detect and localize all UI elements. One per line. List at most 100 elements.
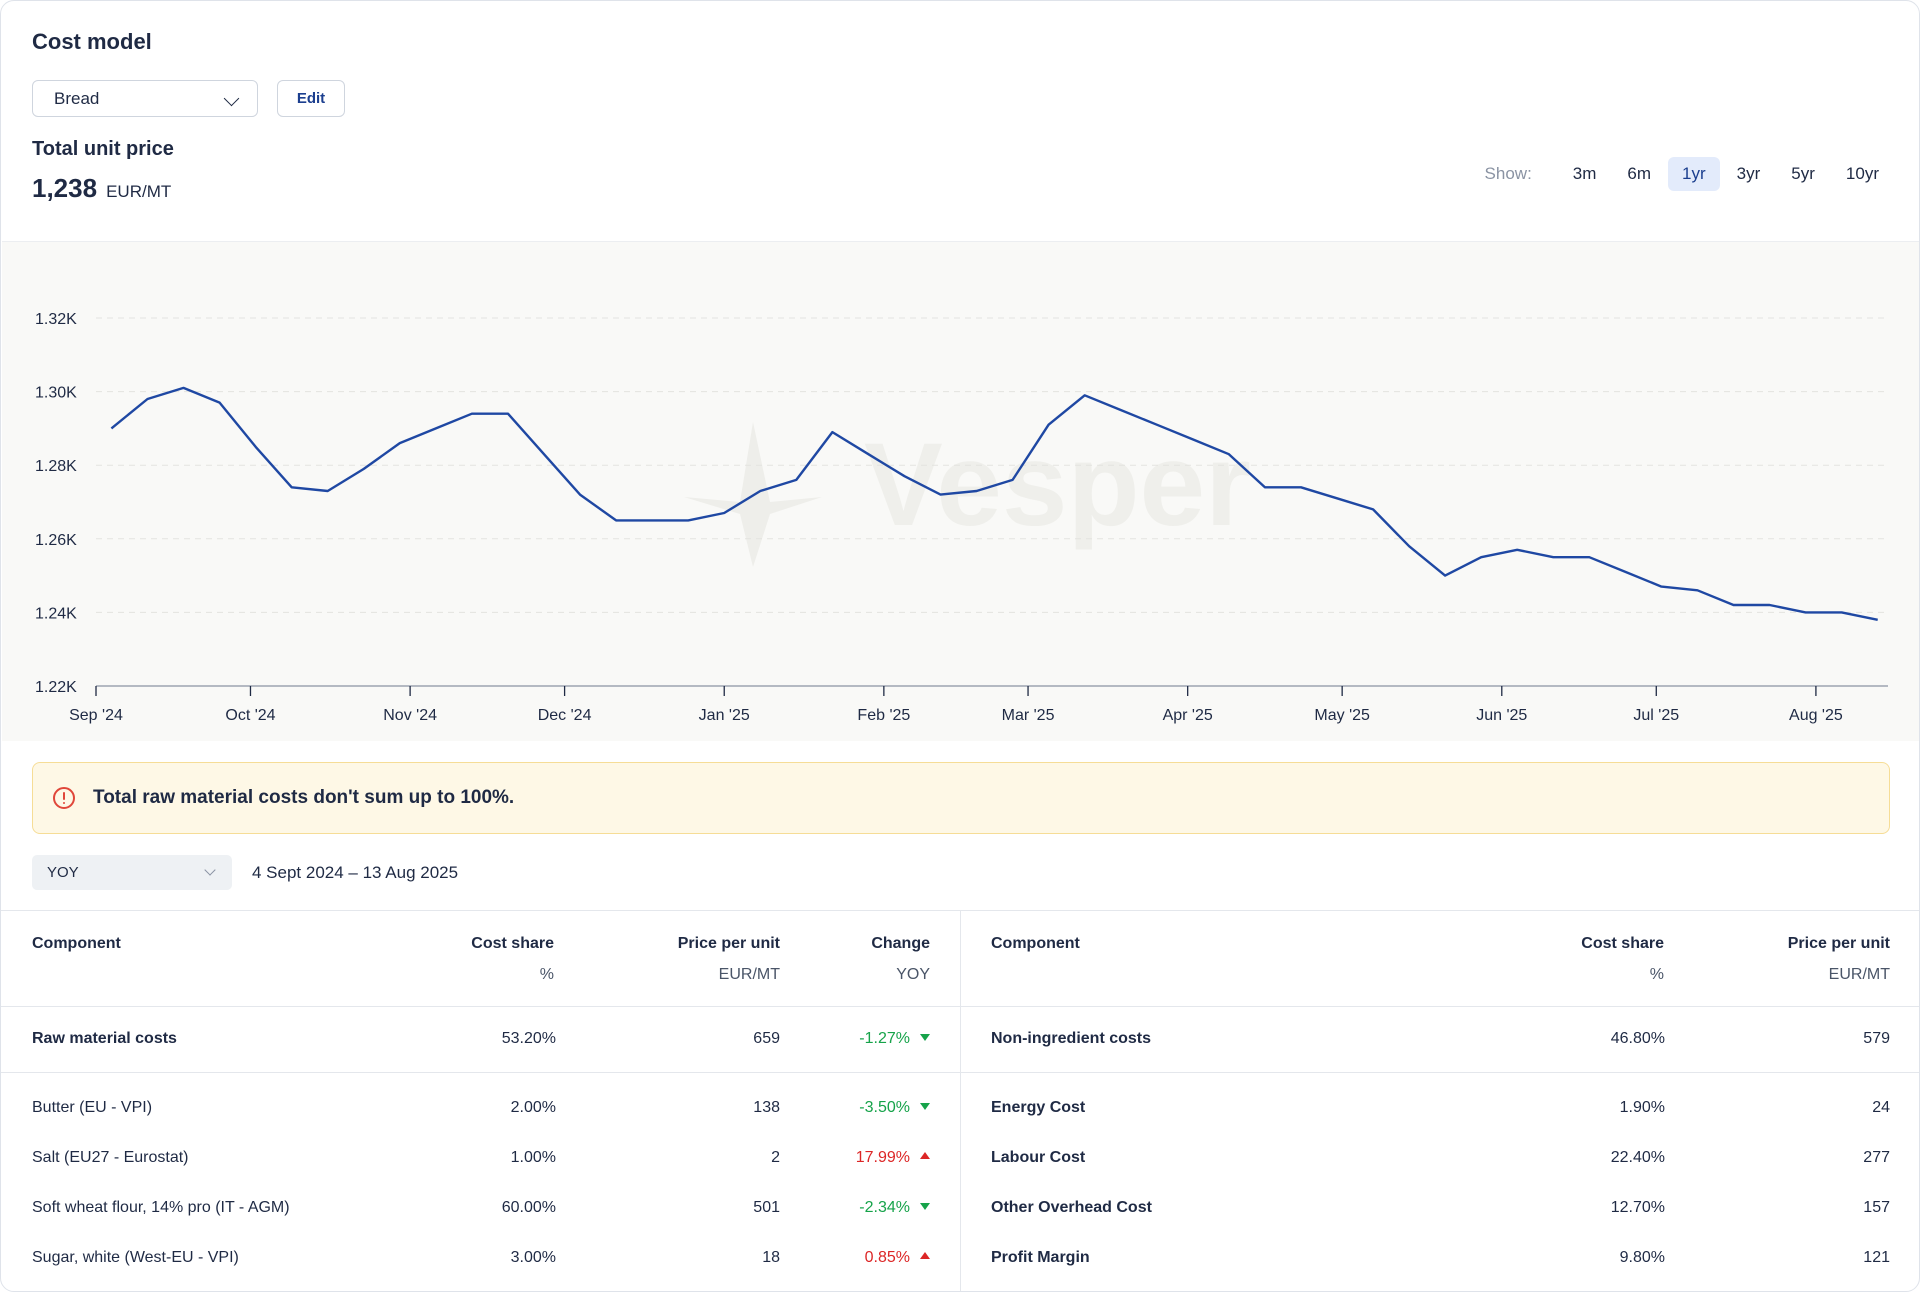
right-row-3-name: Other Overhead Cost <box>991 1199 1152 1216</box>
comparison-period-value: YOY <box>47 864 79 881</box>
y-tick-label: 1.24K <box>35 605 77 622</box>
left-row-1-change: -3.50% <box>859 1099 930 1117</box>
x-tick-label: Dec '24 <box>538 707 592 724</box>
range-option-1yr[interactable]: 1yr <box>1668 157 1720 191</box>
right-row-3-price: 157 <box>1863 1199 1890 1216</box>
left-row-1-share: 2.00% <box>510 1099 556 1116</box>
trend-down-icon <box>920 1034 930 1041</box>
x-tick-label: Aug '25 <box>1789 707 1843 724</box>
left-row-4-share: 3.00% <box>510 1249 556 1266</box>
right-header-cost-share-unit: % <box>1649 966 1664 983</box>
time-range-selector: Show: 3m 6m 1yr 3yr 5yr 10yr <box>1485 157 1893 191</box>
left-row-3-change: -2.34% <box>859 1199 930 1217</box>
right-total-name: Non-ingredient costs <box>991 1030 1152 1047</box>
x-tick-label: Jul '25 <box>1633 707 1679 724</box>
y-tick-label: 1.26K <box>35 532 77 549</box>
x-tick-label: Apr '25 <box>1163 707 1213 724</box>
right-total-price: 579 <box>1863 1030 1890 1047</box>
left-header-component: Component <box>32 935 121 952</box>
left-header-cost-share: Cost share <box>471 935 554 952</box>
total-unit-price-value: 1,238 <box>32 173 98 203</box>
x-tick-label: Oct '24 <box>225 707 275 724</box>
chevron-down-icon <box>223 90 240 107</box>
date-range-text: 4 Sept 2024 – 13 Aug 2025 <box>252 863 459 882</box>
y-tick-label: 1.22K <box>35 679 77 696</box>
left-row-2-name: Salt (EU27 - Eurostat) <box>32 1149 189 1166</box>
left-row-2-share: 1.00% <box>510 1149 556 1166</box>
range-option-3m[interactable]: 3m <box>1572 164 1597 183</box>
x-tick-label: Feb '25 <box>857 707 910 724</box>
total-unit-price: 1,238 EUR/MT <box>32 173 171 204</box>
right-header-cost-share: Cost share <box>1581 935 1664 952</box>
trend-up-icon <box>920 1252 930 1259</box>
product-select[interactable]: Bread <box>32 80 258 117</box>
left-total-share: 53.20% <box>501 1030 556 1047</box>
right-row-1-share: 1.90% <box>1619 1099 1665 1116</box>
trend-up-icon <box>920 1152 930 1159</box>
left-row-3-name: Soft wheat flour, 14% pro (IT - AGM) <box>32 1199 290 1216</box>
price-series-line <box>110 386 1878 621</box>
left-row-1-price: 138 <box>753 1099 780 1116</box>
price-chart[interactable]: Vesper 1.22K 1.24K 1.26K 1.28K 1.30K 1.32K Se… <box>2 241 1919 741</box>
left-header-price: Price per unit <box>677 935 780 952</box>
left-row-2-price: 2 <box>771 1149 780 1166</box>
range-option-3yr[interactable]: 3yr <box>1736 164 1761 183</box>
left-row-3-price: 501 <box>753 1199 780 1216</box>
comparison-period-select[interactable]: YOY <box>32 855 232 890</box>
total-row-divider <box>1 1072 1919 1073</box>
right-row-4-price: 121 <box>1863 1249 1890 1266</box>
page-title: Cost model <box>32 29 152 54</box>
change-value: -2.34% <box>859 1199 910 1216</box>
alert-circle-icon <box>53 787 75 809</box>
show-label: Show: <box>1484 164 1532 183</box>
left-header-cost-share-unit: % <box>539 966 554 983</box>
right-row-1-price: 24 <box>1872 1099 1890 1116</box>
x-tick-label: Mar '25 <box>1002 707 1055 724</box>
x-tick-label: Sep '24 <box>69 707 123 724</box>
left-row-4-name: Sugar, white (West-EU - VPI) <box>32 1249 239 1266</box>
edit-button[interactable]: Edit <box>277 80 345 117</box>
trend-down-icon <box>920 1103 930 1110</box>
price-chart-svg: Vesper 1.22K 1.24K 1.26K 1.28K 1.30K 1.32K Se… <box>35 311 1888 724</box>
x-tick-label: Jun '25 <box>1476 707 1527 724</box>
left-total-name: Raw material costs <box>32 1030 177 1047</box>
right-row-3-share: 12.70% <box>1610 1199 1665 1216</box>
watermark-text: Vesper <box>864 419 1251 551</box>
left-total-price: 659 <box>753 1030 780 1047</box>
range-option-5yr[interactable]: 5yr <box>1791 164 1815 183</box>
right-row-2-name: Labour Cost <box>991 1149 1086 1166</box>
left-header-change: Change <box>871 935 930 952</box>
y-tick-label: 1.28K <box>35 458 77 475</box>
product-select-value: Bread <box>54 88 100 108</box>
change-value: -1.27% <box>859 1030 910 1047</box>
right-row-4-share: 9.80% <box>1619 1249 1665 1266</box>
cost-breakdown-tables: Component Cost share % Price per unit EU… <box>1 910 1919 1291</box>
total-unit-price-label: Total unit price <box>32 138 174 160</box>
left-total-change: -1.27% <box>859 1030 930 1048</box>
alert-text: Total raw material costs don't sum up to… <box>93 787 515 808</box>
right-total-share: 46.80% <box>1610 1030 1665 1047</box>
right-header-component: Component <box>991 935 1080 952</box>
change-value: 17.99% <box>855 1149 910 1166</box>
left-row-4-change: 0.85% <box>865 1249 930 1267</box>
range-option-10yr[interactable]: 10yr <box>1845 164 1879 183</box>
left-row-1-name: Butter (EU - VPI) <box>32 1099 153 1116</box>
right-row-4-name: Profit Margin <box>991 1249 1090 1266</box>
header-divider <box>1 1006 1919 1007</box>
chevron-down-icon <box>204 864 216 876</box>
trend-down-icon <box>920 1203 930 1210</box>
right-row-1-name: Energy Cost <box>991 1099 1086 1116</box>
right-header-price-unit: EUR/MT <box>1828 966 1890 983</box>
x-tick-label: Jan '25 <box>699 707 750 724</box>
change-value: 0.85% <box>864 1249 910 1266</box>
x-tick-label: May '25 <box>1314 707 1370 724</box>
warning-alert: Total raw material costs don't sum up to… <box>32 762 1890 834</box>
range-option-6m[interactable]: 6m <box>1627 164 1652 183</box>
y-tick-label: 1.30K <box>35 385 77 402</box>
change-value: -3.50% <box>859 1099 910 1116</box>
x-tick-label: Nov '24 <box>383 707 437 724</box>
y-tick-label: 1.32K <box>35 311 77 328</box>
right-header-price: Price per unit <box>1787 935 1890 952</box>
left-row-3-share: 60.00% <box>501 1199 556 1216</box>
